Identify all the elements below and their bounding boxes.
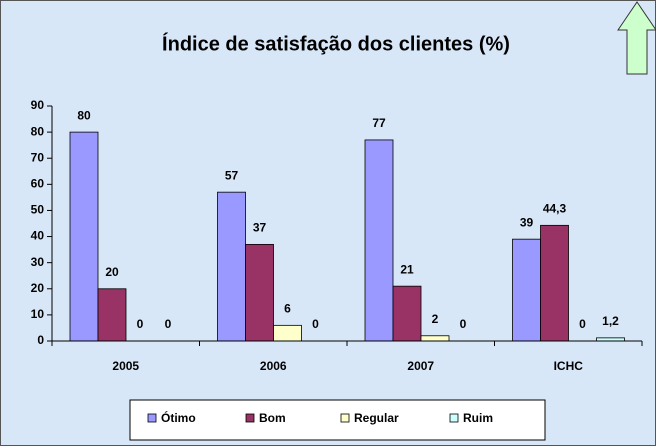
- value-label: 21: [400, 262, 414, 276]
- legend-label: Regular: [354, 411, 399, 425]
- legend-label: Bom: [259, 411, 286, 425]
- value-label: 77: [372, 116, 386, 130]
- y-tick-label: 70: [31, 150, 45, 164]
- legend-swatch: [245, 413, 255, 423]
- value-label: 0: [579, 317, 586, 331]
- bar: [364, 139, 394, 342]
- x-tick-label: ICHC: [554, 359, 584, 373]
- bar: [245, 243, 274, 342]
- y-tick-label: 90: [31, 98, 45, 112]
- bar: [512, 238, 541, 342]
- value-label: 57: [225, 168, 239, 182]
- bar: [273, 324, 302, 342]
- x-tick-label: 2005: [112, 359, 139, 373]
- legend-label: Ótimo: [161, 410, 196, 425]
- y-tick-label: 0: [37, 333, 44, 347]
- bar: [97, 288, 127, 342]
- bar: [540, 224, 569, 342]
- y-tick-label: 60: [31, 177, 45, 191]
- x-tick-label: 2006: [260, 359, 287, 373]
- value-label: 1,2: [602, 314, 619, 328]
- arrow-icon: [617, 1, 656, 75]
- legend-swatch: [147, 413, 157, 423]
- y-tick-label: 30: [31, 255, 45, 269]
- bar: [217, 191, 246, 342]
- legend-swatch: [449, 413, 459, 423]
- value-label: 20: [105, 265, 119, 279]
- value-label: 6: [284, 302, 291, 316]
- y-tick-label: 10: [31, 307, 45, 321]
- value-label: 0: [312, 317, 319, 331]
- x-tick-label: 2007: [407, 359, 434, 373]
- legend-box: [129, 399, 546, 441]
- value-label: 0: [137, 317, 144, 331]
- y-tick-label: 50: [31, 203, 45, 217]
- y-tick-label: 80: [31, 124, 45, 138]
- value-label: 80: [77, 108, 91, 122]
- y-tick-label: 40: [31, 229, 45, 243]
- bar: [420, 335, 450, 342]
- chart-title: Índice de satisfação dos clientes (%): [162, 32, 510, 55]
- bar: [69, 131, 99, 342]
- value-label: 44,3: [543, 201, 567, 215]
- value-label: 37: [253, 221, 267, 235]
- y-tick-label: 20: [31, 281, 45, 295]
- legend-label: Ruim: [463, 411, 493, 425]
- value-label: 0: [460, 317, 467, 331]
- value-label: 0: [165, 317, 172, 331]
- bar: [392, 285, 422, 342]
- value-label: 39: [520, 215, 534, 229]
- value-label: 2: [432, 312, 439, 326]
- legend-swatch: [340, 413, 350, 423]
